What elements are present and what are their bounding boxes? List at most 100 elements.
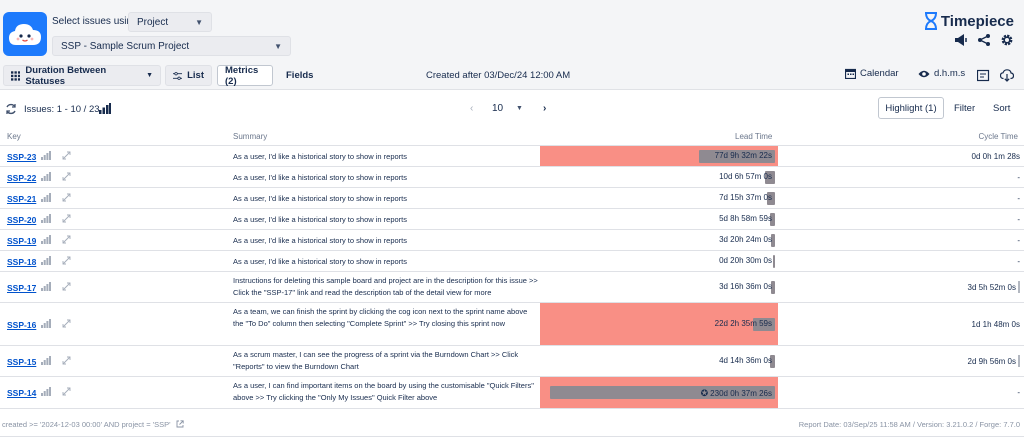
- bar-chart-icon[interactable]: [41, 235, 51, 244]
- refresh-icon[interactable]: [5, 103, 17, 115]
- header-summary[interactable]: Summary: [233, 132, 268, 141]
- calendar-label: Calendar: [860, 68, 899, 79]
- header-key[interactable]: Key: [7, 132, 21, 141]
- fields-button[interactable]: Fields: [279, 65, 320, 86]
- bar-chart-icon[interactable]: [41, 172, 51, 181]
- table-row[interactable]: SSP-21 As a user, I'd like a historical s…: [0, 188, 1024, 209]
- table-row[interactable]: SSP-15 As a scrum master, I can see the p…: [0, 346, 1024, 377]
- calendar-button[interactable]: Calendar: [845, 68, 899, 79]
- bar-chart-icon[interactable]: [41, 319, 51, 328]
- list-label: List: [187, 70, 204, 81]
- expand-icon[interactable]: [62, 235, 71, 244]
- table-row[interactable]: SSP-18 As a user, I'd like a historical s…: [0, 251, 1024, 272]
- bar-chart-icon[interactable]: [41, 356, 51, 365]
- page-size-value[interactable]: 10: [492, 103, 504, 114]
- megaphone-icon[interactable]: [954, 33, 968, 47]
- expand-icon[interactable]: [62, 282, 71, 291]
- report-footer: created >= '2024-12-03 00:00' AND projec…: [0, 414, 1024, 434]
- cycle-time-value: 0d 0h 1m 28s: [971, 151, 1020, 161]
- cycle-time-value: 2d 9h 56m 0s: [967, 356, 1016, 366]
- chevron-down-icon: ▼: [195, 17, 203, 27]
- sort-button[interactable]: Sort: [993, 103, 1011, 114]
- share-icon[interactable]: [977, 33, 991, 47]
- cycle-time-value: -: [1017, 256, 1020, 266]
- header-actions: [954, 33, 1014, 47]
- table-row[interactable]: SSP-14 As a user, I can find important it…: [0, 377, 1024, 409]
- issue-summary: As a user, I'd like a historical story t…: [233, 257, 408, 266]
- bar-chart-icon[interactable]: [41, 256, 51, 265]
- highlight-button[interactable]: Highlight (1): [878, 97, 944, 119]
- issue-key-link[interactable]: SSP-20: [7, 215, 37, 225]
- cycle-time-bar: [1018, 355, 1020, 367]
- metrics-label: Metrics (2): [225, 64, 259, 87]
- lead-time-bar: [767, 191, 775, 205]
- table-row[interactable]: SSP-16 As a team, we can finish the sprin…: [0, 303, 1024, 346]
- external-link-icon[interactable]: [176, 420, 184, 428]
- sliders-icon: [173, 71, 183, 80]
- expand-icon[interactable]: [62, 214, 71, 223]
- issue-key-link[interactable]: SSP-14: [7, 388, 37, 398]
- select-mode-dropdown[interactable]: Project ▼: [128, 12, 212, 32]
- bar-chart-icon[interactable]: [41, 193, 51, 202]
- issue-key-link[interactable]: SSP-19: [7, 236, 37, 246]
- lead-time-text: 7d 15h 37m 0s: [719, 193, 772, 202]
- issue-key-link[interactable]: SSP-17: [7, 283, 37, 293]
- bar-chart-icon[interactable]: [41, 387, 51, 396]
- issue-key-link[interactable]: SSP-21: [7, 194, 37, 204]
- lead-time-value: 77d 9h 32m 22s: [715, 151, 772, 160]
- report-view-icon[interactable]: [977, 69, 990, 82]
- cycle-time-cell: -: [1017, 213, 1020, 226]
- issue-key-link[interactable]: SSP-22: [7, 173, 37, 183]
- expand-icon[interactable]: [62, 319, 71, 328]
- lead-time-cell: 4d 14h 36m 0s: [540, 346, 778, 376]
- header-lead-time[interactable]: Lead Time: [735, 132, 773, 141]
- row-actions: [41, 356, 71, 365]
- bar-chart-icon[interactable]: [99, 103, 111, 114]
- table-row[interactable]: SSP-17 Instructions for deleting this sam…: [0, 272, 1024, 303]
- table-row[interactable]: SSP-19 As a user, I'd like a historical s…: [0, 230, 1024, 251]
- chevron-down-icon[interactable]: ▼: [516, 105, 523, 112]
- issue-key-link[interactable]: SSP-15: [7, 357, 37, 367]
- report-type-dropdown[interactable]: Duration Between Statuses ▼: [3, 65, 161, 87]
- lead-time-value: 22d 2h 35m 59s: [715, 319, 772, 328]
- expand-icon[interactable]: [62, 387, 71, 396]
- expand-icon[interactable]: [62, 151, 71, 160]
- bar-chart-icon[interactable]: [41, 151, 51, 160]
- cycle-time-cell: 1d 1h 48m 0s: [972, 318, 1020, 331]
- lead-time-bar: [765, 170, 775, 184]
- issue-key-link[interactable]: SSP-18: [7, 257, 37, 267]
- issue-summary: As a user, I can find important items on…: [233, 381, 534, 402]
- next-page-icon[interactable]: ›: [543, 103, 547, 114]
- expand-icon[interactable]: [62, 356, 71, 365]
- prev-page-icon[interactable]: ‹: [470, 103, 474, 114]
- brand-name: Timepiece: [940, 12, 1014, 30]
- table-row[interactable]: SSP-20 As a user, I'd like a historical s…: [0, 209, 1024, 230]
- bar-chart-icon[interactable]: [41, 214, 51, 223]
- lead-time-value: 7d 15h 37m 0s: [719, 193, 772, 202]
- cycle-time-cell: -: [1017, 255, 1020, 268]
- lead-time-text: 0d 20h 30m 0s: [719, 256, 772, 265]
- list-button[interactable]: List: [165, 65, 212, 86]
- metrics-button[interactable]: Metrics (2): [217, 64, 273, 87]
- jql-query: created >= '2024-12-03 00:00' AND projec…: [2, 420, 184, 429]
- cloud-download-icon[interactable]: [1000, 69, 1014, 82]
- issue-key-link[interactable]: SSP-23: [7, 152, 37, 162]
- lead-time-bar: [699, 149, 775, 163]
- header-cycle-time[interactable]: Cycle Time: [978, 132, 1018, 141]
- bar-chart-icon[interactable]: [41, 282, 51, 291]
- lead-time-text: 5d 8h 58m 59s: [719, 214, 772, 223]
- project-dropdown[interactable]: SSP - Sample Scrum Project ▼: [52, 36, 291, 56]
- gear-icon[interactable]: [1000, 33, 1014, 47]
- pagination-bar: Issues: 1 - 10 / 23 ‹ 10 ▼ › Highlight (…: [0, 92, 1024, 126]
- table-row[interactable]: SSP-23 As a user, I'd like a historical s…: [0, 146, 1024, 167]
- expand-icon[interactable]: [62, 172, 71, 181]
- expand-icon[interactable]: [62, 256, 71, 265]
- issue-key-link[interactable]: SSP-16: [7, 320, 37, 330]
- expand-icon[interactable]: [62, 193, 71, 202]
- row-actions: [41, 214, 71, 223]
- time-format-button[interactable]: d.h.m.s: [918, 68, 965, 79]
- table-row[interactable]: SSP-22 As a user, I'd like a historical s…: [0, 167, 1024, 188]
- filter-button[interactable]: Filter: [954, 103, 976, 114]
- lead-time-text: 4d 14h 36m 0s: [719, 356, 772, 365]
- lead-time-cell: 22d 2h 35m 59s: [540, 303, 778, 345]
